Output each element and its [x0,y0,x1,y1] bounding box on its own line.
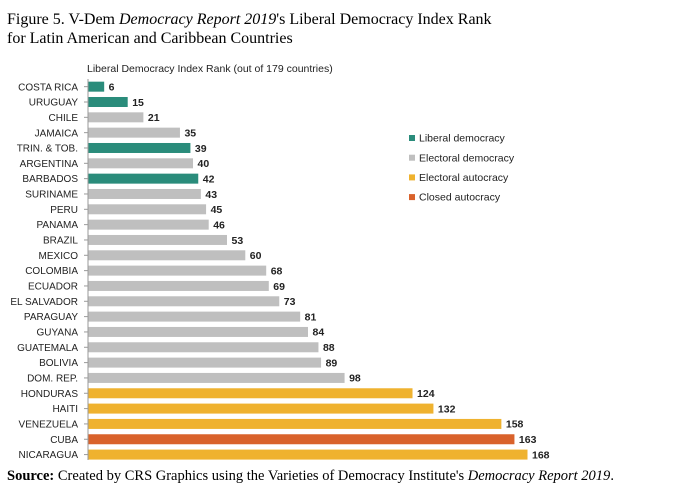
bar-honduras [88,388,413,399]
category-label-bolivia: BOLIVIA [39,358,78,369]
figure-title-suffix: 's Liberal Democracy Index Rank [276,11,492,28]
value-label-guatemala: 88 [323,342,335,354]
category-label-dom-rep: DOM. REP. [27,374,78,385]
category-label-uruguay: URUGUAY [29,98,79,109]
figure-title-line2: for Latin American and Caribbean Countri… [7,30,293,47]
value-label-el-salvador: 73 [284,296,296,308]
value-label-brazil: 53 [231,235,243,247]
category-label-suriname: SURINAME [25,190,78,201]
value-label-costa-rica: 6 [109,81,115,93]
source-label: Source: [7,468,55,484]
value-label-peru: 45 [211,204,223,216]
value-label-panama: 46 [213,219,225,231]
value-label-mexico: 60 [250,250,262,262]
value-label-bolivia: 89 [326,357,338,369]
category-label-ecuador: ECUADOR [28,282,78,293]
legend-swatch-electoral-autocracy [409,174,415,181]
bar-costa-rica [88,81,105,92]
bar-venezuela [88,418,502,429]
category-label-trin-tob: TRIN. & TOB. [17,144,78,155]
category-label-guatemala: GUATEMALA [17,343,78,354]
category-label-brazil: BRAZIL [43,236,78,247]
category-label-panama: PANAMA [37,220,79,231]
value-label-trin-tob: 39 [195,143,207,155]
bar-panama [88,219,209,230]
legend-swatch-liberal-democracy [409,135,415,141]
legend-swatch-electoral-democracy [409,154,415,161]
category-label-cuba: CUBA [50,435,78,446]
category-label-jamaica: JAMAICA [35,128,79,139]
bar-argentina [88,158,194,169]
value-label-venezuela: 158 [506,419,524,431]
bar-guyana [88,326,308,337]
category-label-peru: PERU [50,205,78,216]
category-label-guyana: GUYANA [37,328,79,339]
bars-group: COSTA RICA 6 URUGUAY 15 CHILE 21 JAMAICA 35 TRIN… [10,81,549,461]
bar-chile [88,112,144,123]
value-label-jamaica: 35 [184,127,196,139]
category-label-mexico: MEXICO [39,251,79,262]
bar-peru [88,204,207,215]
value-label-paraguay: 81 [305,311,317,323]
bar-bolivia [88,357,322,368]
category-label-costa-rica: COSTA RICA [18,82,78,93]
bar-haiti [88,403,434,414]
value-label-chile: 21 [148,112,160,124]
bar-guatemala [88,342,319,353]
bar-el-salvador [88,296,280,307]
value-label-suriname: 43 [205,189,217,201]
bar-suriname [88,188,201,199]
source-text: Created by CRS Graphics using the Variet… [54,468,468,484]
bar-dom-rep [88,372,345,383]
category-label-nicaragua: NICARAGUA [19,450,79,461]
legend-label-liberal-democracy: Liberal democracy [419,133,506,145]
value-label-dom-rep: 98 [349,373,361,385]
legend: Liberal democracy Electoral democracy Elec… [409,133,515,204]
source-italic: Democracy Report 2019 [467,468,611,484]
bar-barbados [88,173,199,184]
bar-brazil [88,234,227,245]
category-label-el-salvador: EL SALVADOR [10,297,78,308]
legend-label-electoral-autocracy: Electoral autocracy [419,172,509,184]
bar-trin-tob [88,142,191,153]
value-label-nicaragua: 168 [532,449,550,461]
category-label-argentina: ARGENTINA [20,159,79,170]
legend-swatch-closed-autocracy [409,194,415,201]
bar-mexico [88,250,246,261]
category-label-barbados: BARBADOS [22,174,78,185]
value-label-colombia: 68 [271,265,283,277]
value-label-ecuador: 69 [273,281,285,293]
category-label-chile: CHILE [49,113,79,124]
bar-ecuador [88,280,269,291]
bar-cuba [88,434,515,445]
category-label-honduras: HONDURAS [21,389,79,400]
value-label-honduras: 124 [417,388,435,400]
bar-nicaragua [88,449,528,460]
figure-title-italic: Democracy Report 2019 [119,11,277,28]
value-label-uruguay: 15 [132,97,144,109]
value-label-argentina: 40 [198,158,210,170]
bar-jamaica [88,127,180,138]
bar-paraguay [88,311,301,322]
legend-label-electoral-democracy: Electoral democracy [419,152,515,164]
bar-colombia [88,265,267,276]
category-label-colombia: COLOMBIA [25,266,78,277]
figure-source: Source: Created by CRS Graphics using th… [7,467,691,485]
bar-uruguay [88,96,128,107]
figure-title: Figure 5. V-Dem Democracy Report 2019's … [7,10,647,48]
category-label-paraguay: PARAGUAY [24,312,78,323]
value-label-haiti: 132 [438,403,456,415]
category-label-venezuela: VENEZUELA [19,420,79,431]
category-label-haiti: HAITI [52,404,78,415]
value-label-guyana: 84 [313,327,325,339]
figure-title-prefix: Figure 5. V-Dem [7,11,119,28]
value-label-barbados: 42 [203,173,215,185]
chart-title: Liberal Democracy Index Rank (out of 179… [87,63,333,75]
value-label-cuba: 163 [519,434,537,446]
source-end: . [610,468,614,484]
legend-label-closed-autocracy: Closed autocracy [419,192,501,204]
